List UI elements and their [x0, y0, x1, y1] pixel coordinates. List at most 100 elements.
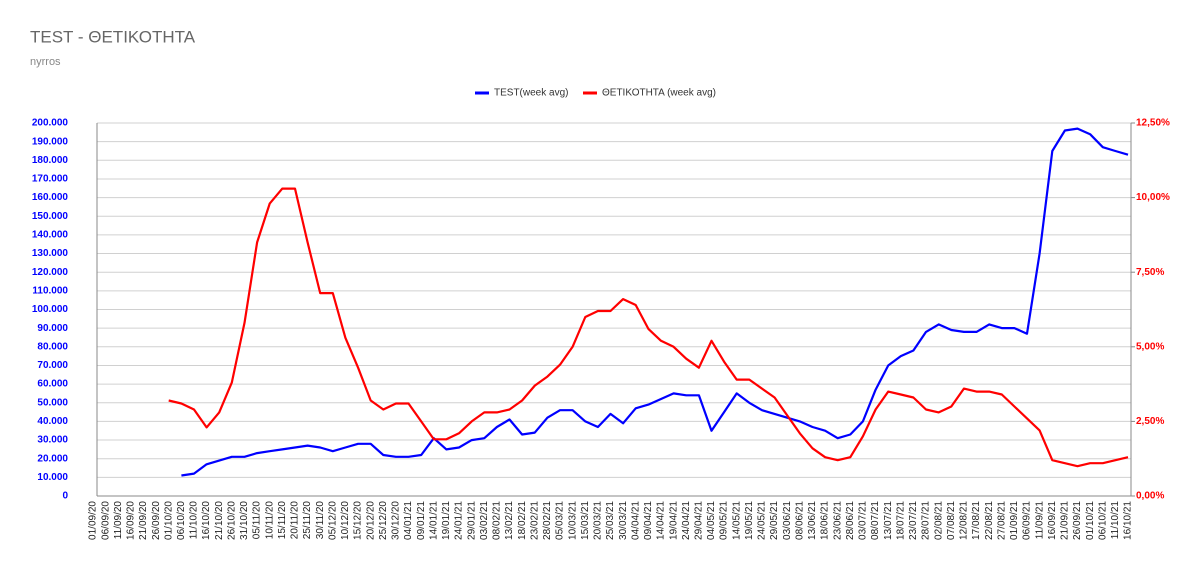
x-tick-label: 02/08/21: [933, 501, 944, 540]
x-tick-label: 20/03/21: [593, 501, 604, 540]
x-tick-label: 08/07/21: [870, 501, 881, 540]
x-tick-label: 10/12/20: [340, 501, 351, 540]
x-tick-label: 03/02/21: [479, 501, 490, 540]
x-tick-label: 11/10/21: [1110, 501, 1121, 540]
y-tick-label: 80.000: [37, 341, 68, 352]
x-tick-label: 28/02/21: [542, 501, 553, 540]
x-tick-label: 11/09/21: [1034, 501, 1045, 540]
x-tick-label: 24/04/21: [681, 501, 692, 540]
x-tick-label: 14/05/21: [731, 501, 742, 540]
x-tick-label: 21/09/20: [138, 501, 149, 540]
x-tick-label: 29/05/21: [769, 501, 780, 540]
x-tick-label: 23/07/21: [908, 501, 919, 540]
series-line: [168, 187, 1129, 468]
x-tick-label: 06/10/20: [176, 501, 187, 540]
y-tick-label: 160.000: [32, 192, 69, 203]
x-tick-label: 08/06/21: [794, 501, 805, 540]
x-tick-label: 21/09/21: [1060, 501, 1071, 540]
y2-tick-label: 12,50%: [1136, 118, 1170, 129]
x-tick-label: 23/06/21: [832, 501, 843, 540]
x-tick-label: 15/11/20: [277, 501, 288, 540]
y-tick-label: 140.000: [32, 230, 69, 241]
x-tick-label: 05/12/20: [327, 501, 338, 540]
x-tick-label: 11/10/20: [189, 501, 200, 540]
x-tick-label: 16/09/21: [1047, 501, 1058, 540]
x-tick-label: 05/03/21: [555, 501, 566, 540]
chart-subtitle: nyrros: [30, 56, 61, 68]
x-tick-label: 30/03/21: [618, 501, 629, 540]
x-tick-label: 30/11/20: [315, 501, 326, 540]
x-tick-label: 29/04/21: [693, 501, 704, 540]
x-tick-label: 26/09/21: [1072, 501, 1083, 540]
x-tick-label: 25/12/20: [378, 501, 389, 540]
x-tick-label: 21/10/20: [214, 501, 225, 540]
legend-label: TEST(week avg): [494, 88, 568, 99]
x-tick-label: 20/11/20: [290, 501, 301, 540]
y-tick-label: 10.000: [37, 472, 68, 483]
y2-tick-label: 0,00%: [1136, 491, 1164, 502]
x-tick-label: 19/04/21: [668, 501, 679, 540]
x-tick-label: 24/01/21: [454, 501, 465, 540]
x-tick-label: 13/06/21: [807, 501, 818, 540]
y-tick-label: 0: [62, 491, 68, 502]
x-tick-label: 15/03/21: [580, 501, 591, 540]
y-tick-label: 110.000: [32, 285, 68, 296]
x-tick-label: 01/10/21: [1085, 501, 1096, 540]
x-tick-label: 20/12/20: [365, 501, 376, 540]
y-tick-label: 70.000: [37, 360, 68, 371]
x-tick-label: 26/10/20: [226, 501, 237, 540]
legend-label: ΘΕΤΙΚΟΤΗΤΑ (week avg): [602, 88, 716, 99]
y-tick-label: 130.000: [32, 248, 69, 259]
x-tick-label: 18/07/21: [895, 501, 906, 540]
x-tick-label: 03/07/21: [858, 501, 869, 540]
x-tick-label: 16/10/21: [1123, 501, 1134, 540]
x-tick-label: 12/08/21: [959, 501, 970, 540]
x-tick-label: 07/08/21: [946, 501, 957, 540]
series-line: [181, 127, 1129, 477]
x-tick-label: 18/02/21: [517, 501, 528, 540]
x-tick-label: 13/07/21: [883, 501, 894, 540]
y-tick-label: 120.000: [32, 267, 69, 278]
chart-title: TEST - ΘΕΤΙΚΟΤΗΤΑ: [30, 27, 196, 46]
x-tick-label: 06/10/21: [1097, 501, 1108, 540]
x-tick-label: 05/11/20: [252, 501, 263, 540]
x-tick-label: 01/09/21: [1009, 501, 1020, 540]
y-tick-label: 50.000: [37, 397, 68, 408]
y-tick-label: 150.000: [32, 211, 69, 222]
y-tick-label: 200.000: [32, 118, 69, 129]
x-tick-label: 13/02/21: [504, 501, 515, 540]
y-tick-label: 190.000: [32, 136, 69, 147]
x-tick-label: 04/04/21: [630, 501, 641, 540]
y2-tick-label: 7,50%: [1136, 267, 1164, 278]
x-tick-label: 31/10/20: [239, 501, 250, 540]
y2-tick-label: 10,00%: [1136, 192, 1170, 203]
x-tick-label: 25/11/20: [302, 501, 313, 540]
x-tick-label: 09/01/21: [416, 501, 427, 540]
x-tick-label: 06/09/21: [1022, 501, 1033, 540]
x-tick-label: 11/09/20: [113, 501, 124, 540]
y-tick-label: 90.000: [37, 323, 68, 334]
x-tick-label: 26/09/20: [151, 501, 162, 540]
x-tick-label: 01/10/20: [163, 501, 174, 540]
x-tick-label: 04/05/21: [706, 501, 717, 540]
x-tick-label: 06/09/20: [100, 501, 111, 540]
y-tick-label: 30.000: [37, 435, 68, 446]
y-tick-label: 100.000: [32, 304, 69, 315]
x-tick-label: 16/10/20: [201, 501, 212, 540]
x-tick-label: 14/01/21: [428, 501, 439, 540]
x-tick-label: 22/08/21: [984, 501, 995, 540]
x-tick-label: 24/05/21: [757, 501, 768, 540]
x-tick-label: 04/01/21: [403, 501, 414, 540]
x-tick-label: 15/12/20: [353, 501, 364, 540]
x-tick-label: 27/08/21: [996, 501, 1007, 540]
x-tick-label: 03/06/21: [782, 501, 793, 540]
x-tick-label: 08/02/21: [492, 501, 503, 540]
x-tick-label: 18/06/21: [820, 501, 831, 540]
x-tick-label: 28/07/21: [921, 501, 932, 540]
x-tick-label: 09/04/21: [643, 501, 654, 540]
x-tick-label: 10/11/20: [264, 501, 275, 540]
x-tick-label: 25/03/21: [605, 501, 616, 540]
x-tick-label: 17/08/21: [971, 501, 982, 540]
y2-tick-label: 5,00%: [1136, 341, 1164, 352]
